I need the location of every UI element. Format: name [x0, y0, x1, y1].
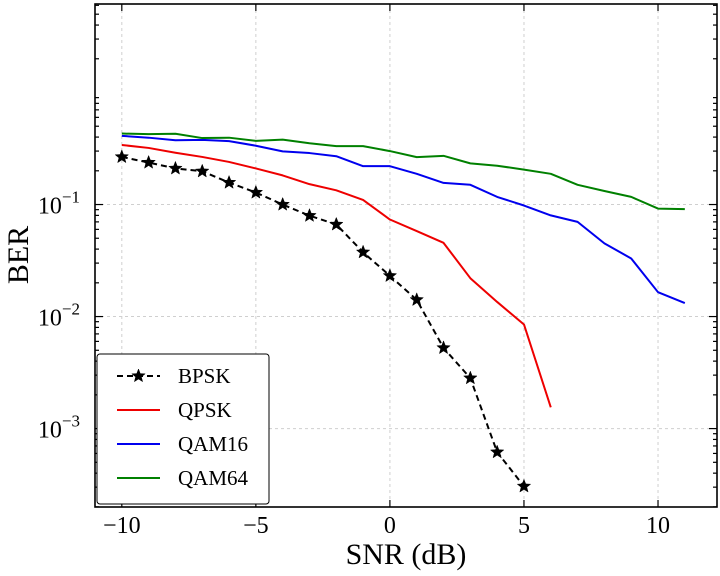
series-marker-bpsk — [302, 207, 317, 222]
legend-box — [96, 353, 270, 505]
series-marker-bpsk — [489, 444, 505, 459]
y-tick-label: 10−1 — [38, 188, 80, 220]
series-layer — [114, 132, 686, 493]
series-marker-bpsk — [275, 196, 290, 211]
legend: BPSK QPSK QAM16 QAM64 — [96, 353, 270, 505]
series-line-qam64 — [121, 132, 685, 211]
tick-layer: −10 −5 0 5 10 10−3 10−2 10−1 — [38, 4, 717, 539]
y-tick-label: 10−3 — [38, 412, 80, 444]
series-marker-bpsk — [141, 154, 156, 169]
series-marker-bpsk — [168, 160, 183, 175]
series-marker-bpsk — [409, 292, 425, 307]
x-tick-label: 0 — [384, 513, 396, 539]
series-marker-bpsk — [248, 184, 264, 199]
series-line-qam16 — [121, 134, 686, 304]
series-line-qpsk — [121, 143, 552, 408]
legend-label-qam16: QAM16 — [178, 432, 248, 456]
legend-label-bpsk: BPSK — [178, 364, 231, 388]
series-marker-bpsk — [382, 268, 398, 283]
y-axis-title: BER — [2, 226, 35, 284]
y-tick-label: 10−2 — [38, 300, 80, 332]
series-marker-bpsk — [436, 340, 451, 355]
legend-label-qam64: QAM64 — [178, 466, 249, 490]
x-tick-label: −10 — [103, 513, 141, 539]
series-marker-bpsk — [114, 149, 130, 164]
legend-marker-bpsk — [131, 368, 146, 383]
series-marker-bpsk — [328, 216, 344, 231]
series-marker-bpsk — [221, 174, 237, 189]
x-axis-title: SNR (dB) — [346, 538, 467, 571]
series-marker-bpsk — [194, 163, 210, 178]
legend-label-qpsk: QPSK — [178, 398, 232, 422]
series-marker-bpsk — [463, 370, 478, 385]
x-tick-label: 5 — [518, 513, 530, 539]
x-tick-label: −5 — [243, 513, 269, 539]
x-tick-label: 10 — [646, 513, 670, 539]
series-line-bpsk — [121, 155, 525, 487]
series-marker-bpsk — [355, 244, 371, 259]
plot-frame — [94, 3, 718, 508]
series-marker-bpsk — [516, 478, 532, 493]
